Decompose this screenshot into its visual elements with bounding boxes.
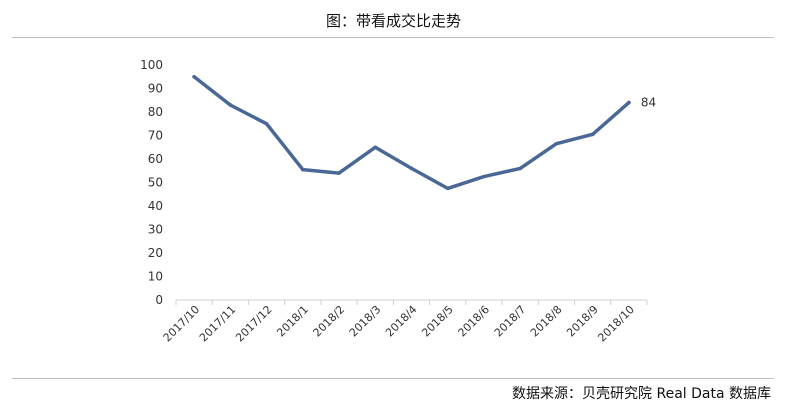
y-tick-label: 40 [148, 199, 163, 213]
y-tick-label: 10 [148, 270, 163, 284]
data-point [482, 174, 486, 179]
footer-divider [12, 378, 774, 379]
y-tick-label: 20 [148, 246, 163, 260]
y-axis: 0 10 20 30 40 50 60 70 80 90 100 [140, 58, 163, 307]
title-divider [12, 37, 774, 38]
y-tick-label: 100 [140, 58, 163, 72]
x-tick-label: 2018/9 [564, 303, 601, 340]
data-point [518, 166, 522, 171]
data-point [409, 166, 414, 171]
data-point [264, 121, 269, 126]
data-labels: 84 [641, 96, 656, 110]
data-point [228, 103, 233, 107]
data-point [554, 141, 559, 146]
x-tick-label: 2017/10 [161, 303, 203, 345]
data-point [301, 167, 305, 172]
x-tick-label: 2018/4 [383, 303, 420, 340]
source-note: 数据来源：贝壳研究院 Real Data 数据库 [512, 386, 771, 402]
x-tick-label: 2018/8 [528, 303, 565, 340]
data-point [337, 171, 341, 175]
x-tick-label: 2018/1 [274, 303, 311, 340]
x-tick-label: 2018/6 [456, 303, 493, 340]
x-tick-label: 2018/3 [347, 303, 384, 340]
data-point [445, 186, 450, 191]
y-tick-label: 90 [148, 82, 163, 96]
x-tick-label: 2018/2 [311, 303, 348, 340]
chart-title: 图：带看成交比走势 [325, 12, 461, 30]
y-tick-label: 80 [148, 105, 163, 119]
y-tick-label: 60 [148, 152, 163, 166]
series-line [192, 75, 631, 191]
x-tick-label: 2018/7 [492, 303, 529, 340]
data-point [627, 100, 631, 105]
y-tick-label: 70 [148, 129, 163, 143]
y-tick-label: 50 [148, 176, 163, 190]
data-point [373, 145, 378, 150]
x-tick-label: 2018/5 [419, 303, 456, 340]
y-tick-label: 30 [148, 223, 163, 237]
x-tick-label: 2017/11 [197, 303, 239, 345]
data-label: 84 [641, 96, 656, 110]
series-layer [192, 74, 631, 191]
y-tick-label: 0 [155, 293, 163, 307]
data-point [192, 74, 196, 79]
data-point [590, 132, 595, 137]
x-tick-label: 2017/12 [233, 303, 275, 345]
x-tick-label: 2018/10 [595, 303, 637, 345]
